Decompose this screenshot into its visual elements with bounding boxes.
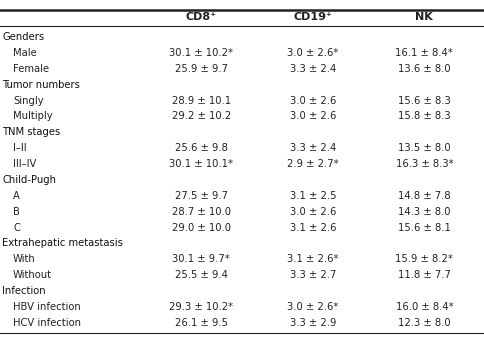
Text: Without: Without bbox=[13, 270, 52, 280]
Text: CD8⁺: CD8⁺ bbox=[185, 12, 216, 22]
Text: 25.6 ± 9.8: 25.6 ± 9.8 bbox=[174, 143, 227, 153]
Text: 3.0 ± 2.6: 3.0 ± 2.6 bbox=[289, 96, 335, 105]
Text: Child-Pugh: Child-Pugh bbox=[2, 175, 56, 185]
Text: Tumor numbers: Tumor numbers bbox=[2, 80, 80, 90]
Text: 15.6 ± 8.3: 15.6 ± 8.3 bbox=[397, 96, 450, 105]
Text: 30.1 ± 10.1*: 30.1 ± 10.1* bbox=[169, 159, 233, 169]
Text: Male: Male bbox=[13, 48, 37, 58]
Text: A: A bbox=[13, 191, 20, 201]
Text: 3.1 ± 2.6*: 3.1 ± 2.6* bbox=[287, 254, 338, 264]
Text: 29.0 ± 10.0: 29.0 ± 10.0 bbox=[171, 222, 230, 233]
Text: Genders: Genders bbox=[2, 32, 45, 42]
Text: 16.3 ± 8.3*: 16.3 ± 8.3* bbox=[395, 159, 452, 169]
Text: 11.8 ± 7.7: 11.8 ± 7.7 bbox=[397, 270, 450, 280]
Text: 16.1 ± 8.4*: 16.1 ± 8.4* bbox=[394, 48, 453, 58]
Text: 28.9 ± 10.1: 28.9 ± 10.1 bbox=[171, 96, 230, 105]
Text: 29.2 ± 10.2: 29.2 ± 10.2 bbox=[171, 112, 230, 121]
Text: 26.1 ± 9.5: 26.1 ± 9.5 bbox=[174, 318, 227, 328]
Text: NK: NK bbox=[415, 12, 432, 22]
Text: 13.6 ± 8.0: 13.6 ± 8.0 bbox=[397, 64, 450, 74]
Text: 3.3 ± 2.4: 3.3 ± 2.4 bbox=[289, 64, 335, 74]
Text: 28.7 ± 10.0: 28.7 ± 10.0 bbox=[171, 207, 230, 217]
Text: 25.5 ± 9.4: 25.5 ± 9.4 bbox=[174, 270, 227, 280]
Text: 3.0 ± 2.6: 3.0 ± 2.6 bbox=[289, 207, 335, 217]
Text: 3.0 ± 2.6*: 3.0 ± 2.6* bbox=[287, 302, 338, 312]
Text: 15.9 ± 8.2*: 15.9 ± 8.2* bbox=[394, 254, 453, 264]
Text: III–IV: III–IV bbox=[13, 159, 36, 169]
Text: 16.0 ± 8.4*: 16.0 ± 8.4* bbox=[395, 302, 452, 312]
Text: 3.3 ± 2.7: 3.3 ± 2.7 bbox=[289, 270, 335, 280]
Text: 3.0 ± 2.6*: 3.0 ± 2.6* bbox=[287, 48, 338, 58]
Text: 30.1 ± 10.2*: 30.1 ± 10.2* bbox=[169, 48, 233, 58]
Text: Extrahepatic metastasis: Extrahepatic metastasis bbox=[2, 238, 123, 248]
Text: I–II: I–II bbox=[13, 143, 27, 153]
Text: CD19⁺: CD19⁺ bbox=[293, 12, 332, 22]
Text: 27.5 ± 9.7: 27.5 ± 9.7 bbox=[174, 191, 227, 201]
Text: Infection: Infection bbox=[2, 286, 46, 296]
Text: Singly: Singly bbox=[13, 96, 44, 105]
Text: HCV infection: HCV infection bbox=[13, 318, 81, 328]
Text: 3.0 ± 2.6: 3.0 ± 2.6 bbox=[289, 112, 335, 121]
Text: 2.9 ± 2.7*: 2.9 ± 2.7* bbox=[287, 159, 338, 169]
Text: 15.8 ± 8.3: 15.8 ± 8.3 bbox=[397, 112, 450, 121]
Text: 3.1 ± 2.5: 3.1 ± 2.5 bbox=[289, 191, 335, 201]
Text: 14.3 ± 8.0: 14.3 ± 8.0 bbox=[397, 207, 450, 217]
Text: 12.3 ± 8.0: 12.3 ± 8.0 bbox=[397, 318, 450, 328]
Text: 13.5 ± 8.0: 13.5 ± 8.0 bbox=[397, 143, 450, 153]
Text: Multiply: Multiply bbox=[13, 112, 53, 121]
Text: 3.1 ± 2.6: 3.1 ± 2.6 bbox=[289, 222, 335, 233]
Text: 14.8 ± 7.8: 14.8 ± 7.8 bbox=[397, 191, 450, 201]
Text: 3.3 ± 2.4: 3.3 ± 2.4 bbox=[289, 143, 335, 153]
Text: HBV infection: HBV infection bbox=[13, 302, 81, 312]
Text: 30.1 ± 9.7*: 30.1 ± 9.7* bbox=[172, 254, 230, 264]
Text: 15.6 ± 8.1: 15.6 ± 8.1 bbox=[397, 222, 450, 233]
Text: B: B bbox=[13, 207, 20, 217]
Text: 3.3 ± 2.9: 3.3 ± 2.9 bbox=[289, 318, 335, 328]
Text: 29.3 ± 10.2*: 29.3 ± 10.2* bbox=[169, 302, 233, 312]
Text: Female: Female bbox=[13, 64, 49, 74]
Text: With: With bbox=[13, 254, 36, 264]
Text: C: C bbox=[13, 222, 20, 233]
Text: TNM stages: TNM stages bbox=[2, 127, 60, 137]
Text: 25.9 ± 9.7: 25.9 ± 9.7 bbox=[174, 64, 227, 74]
